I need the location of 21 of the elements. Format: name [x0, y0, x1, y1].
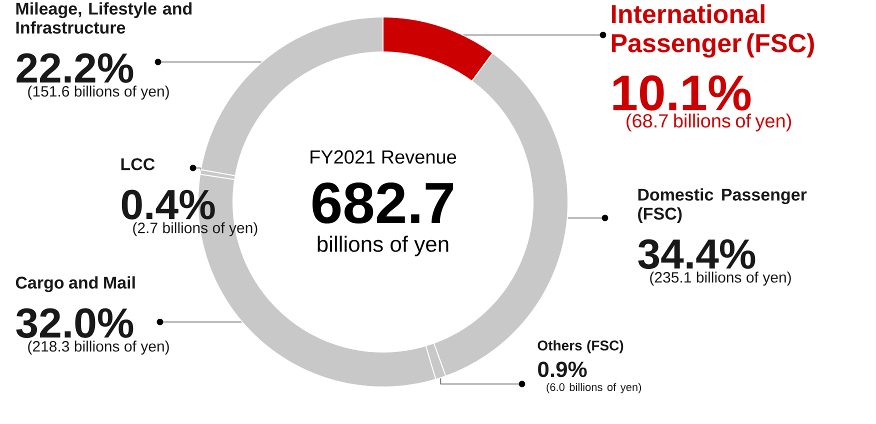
text: (68.7 billions of yen) [626, 114, 791, 132]
text: (235.1 billions of yen) [650, 272, 791, 286]
data-label: 10.1% [613, 75, 751, 111]
slice-label: International Passenger (FSC) [612, 4, 814, 58]
slice-label: Domestic Passenger (FSC) [638, 188, 807, 224]
data-label: 34.4% [638, 239, 756, 269]
text: (2.7 billions of yen) [133, 222, 258, 236]
text: (6.0 billions of yen) [546, 382, 642, 394]
data-label: 0.9% [538, 362, 587, 378]
data-label: 0.4% [122, 190, 215, 220]
slice-label: LCC [121, 158, 155, 170]
text: billions of yen [318, 236, 448, 256]
text: (218.3 billions of yen) [28, 340, 169, 355]
slice-label: Others (FSC) [538, 340, 624, 354]
text: (151.6 billions of yen) [28, 86, 169, 100]
text: 682.7 [312, 182, 454, 224]
data-label: 22.2% [16, 53, 134, 83]
slice-label: Cargo and Mail [16, 276, 135, 292]
data-label: 32.0% [16, 308, 134, 338]
text: FY2021 Revenue [310, 150, 456, 164]
slice-label: Mileage, Lifestyle and Infrastructure [16, 2, 192, 34]
